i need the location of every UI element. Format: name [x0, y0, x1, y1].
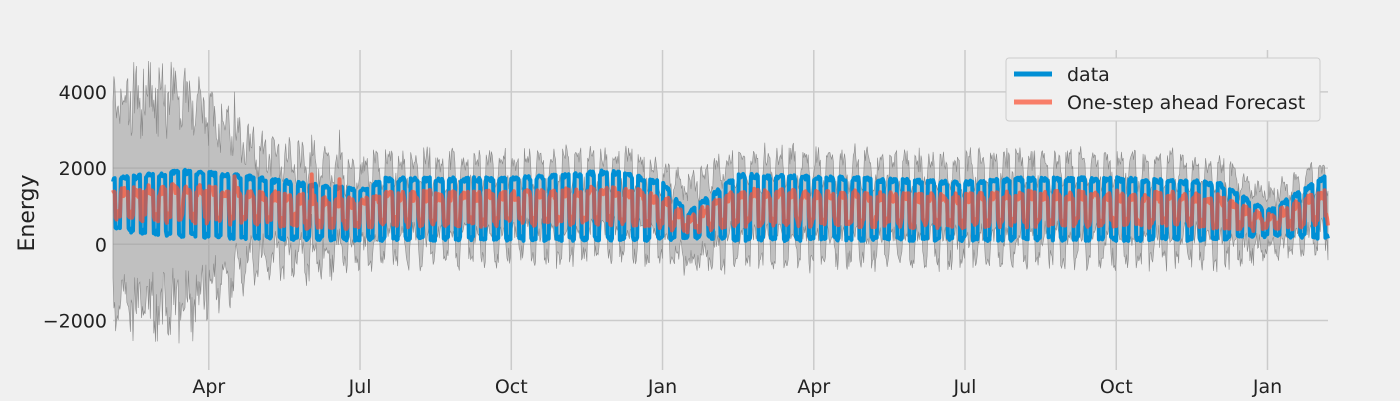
- x-tick-label: Jan: [1252, 376, 1282, 398]
- x-axis-ticks: Apr Jul Oct Jan Apr Jul Oct Jan: [192, 376, 1282, 398]
- legend-label-data: data: [1067, 64, 1110, 86]
- y-axis-ticks: −2000 0 2000 4000: [43, 82, 107, 333]
- series-line-data: [111, 167, 1330, 243]
- y-tick-label: 4000: [59, 82, 107, 104]
- forecast-series: [111, 172, 1330, 235]
- x-tick-label: Oct: [495, 376, 528, 398]
- y-tick-label: 2000: [59, 158, 107, 180]
- legend: data One-step ahead Forecast: [1005, 57, 1321, 122]
- legend-box: [1005, 57, 1321, 122]
- x-tick-label: Jul: [953, 376, 977, 398]
- x-tick-label: Oct: [1100, 376, 1133, 398]
- x-tick-label: Apr: [797, 376, 830, 398]
- y-tick-label: 0: [95, 234, 107, 256]
- y-tick-label: −2000: [43, 310, 107, 332]
- y-axis-label: Energy: [15, 174, 40, 251]
- x-tick-label: Jan: [647, 376, 677, 398]
- x-tick-label: Jul: [348, 376, 372, 398]
- legend-label-forecast: One-step ahead Forecast: [1067, 92, 1305, 114]
- x-tick-label: Apr: [192, 376, 225, 398]
- data-series: [111, 167, 1330, 243]
- series-line-forecast: [111, 172, 1330, 235]
